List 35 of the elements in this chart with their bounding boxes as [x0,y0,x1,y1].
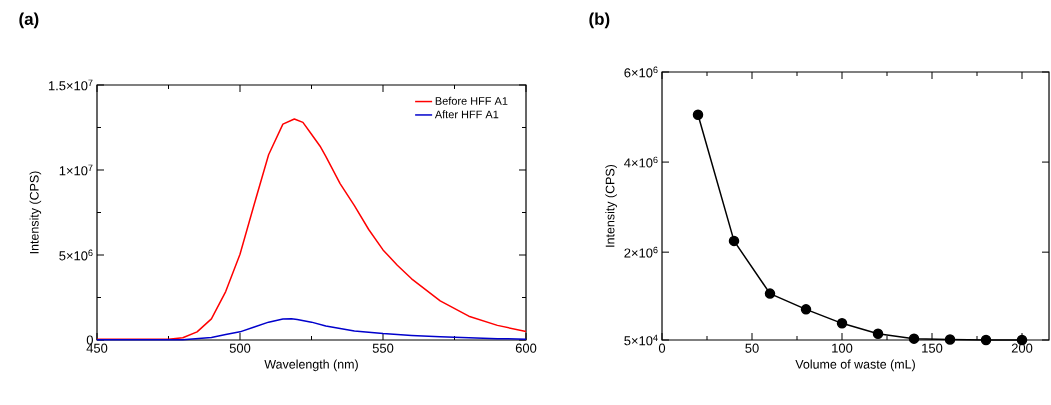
y-axis-title: Intensity (CPS) [29,171,42,254]
line-series [96,118,527,340]
x-tick-label: 50 [745,343,759,353]
y-tick-label: 6×10$^{6}$ [624,66,658,78]
y-tick-label: 1.5×10$^{7}$ [48,79,93,91]
y-tick-label: 0 [86,335,93,345]
y-tick-label: 5×10$^{4}$ [624,334,658,346]
chart-title: (a) [19,12,39,29]
point [800,304,812,315]
point [728,235,740,247]
chart-title: (b) [589,12,610,29]
point [764,288,776,299]
point [872,328,884,339]
point [692,109,704,121]
y-tick-label: 2×10$^{6}$ [624,246,658,258]
x-axis-title: Wavelength (nm) [264,359,358,372]
y-axis-title: Intensity (CPS) [605,164,617,247]
x-tick-label: 600 [515,343,537,353]
x-tick-label: 550 [372,343,394,353]
line-series [96,318,527,341]
y-tick-label: 4×10$^{6}$ [624,156,658,168]
x-tick-label: 150 [922,343,943,353]
point [944,334,956,345]
y-tick-label: 1×10$^{7}$ [59,164,93,176]
x-tick-label: 0 [658,343,666,353]
x-tick-label: 100 [832,343,853,353]
point [980,334,992,346]
x-tick-label: 500 [229,343,251,353]
legend-label: Before HFF A1 [435,96,508,105]
legend-label: After HFF A1 [434,110,499,119]
point [908,333,920,344]
point [836,318,848,329]
y-tick-label: 5×10$^{6}$ [59,249,93,261]
x-tick-label: 450 [86,343,108,353]
x-axis-title: Volume of waste (mL) [795,359,915,372]
